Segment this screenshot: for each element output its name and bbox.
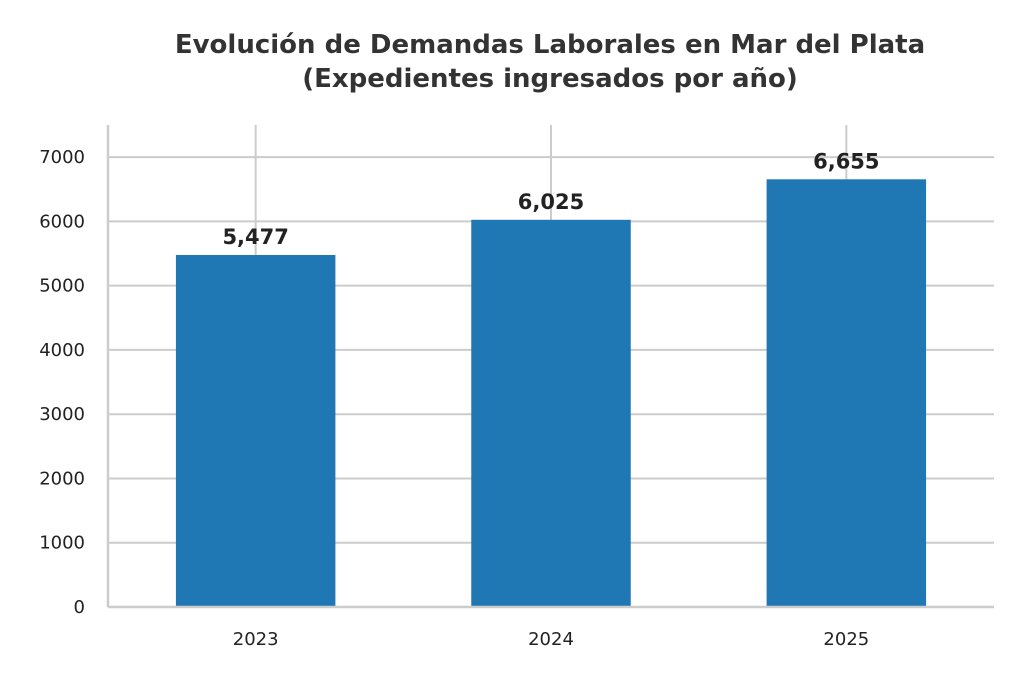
- value-label-2025: 6,655: [813, 149, 879, 173]
- y-tick-label: 7000: [39, 147, 85, 168]
- x-tick-label-2024: 2024: [528, 629, 574, 650]
- chart-title-line1: Evolución de Demandas Laborales en Mar d…: [174, 30, 926, 60]
- y-tick-label: 6000: [39, 211, 85, 232]
- y-tick-label: 1000: [39, 533, 85, 554]
- y-tick-label: 4000: [39, 340, 85, 361]
- x-tick-label-2023: 2023: [233, 629, 279, 650]
- chart-title-line2: (Expedientes ingresados por año): [302, 64, 798, 94]
- x-tick-label-2025: 2025: [823, 629, 869, 650]
- value-label-2024: 6,025: [518, 190, 584, 214]
- y-tick-label: 5000: [39, 276, 85, 297]
- y-tick-label: 3000: [39, 404, 85, 425]
- y-tick-label: 2000: [39, 468, 85, 489]
- chart-title: Evolución de Demandas Laborales en Mar d…: [38, 28, 1024, 96]
- bar-2024: [471, 219, 631, 607]
- bar-2025: [766, 179, 927, 607]
- bar-2023: [175, 255, 336, 607]
- y-tick-label: 0: [74, 597, 85, 618]
- value-label-2023: 5,477: [222, 225, 288, 249]
